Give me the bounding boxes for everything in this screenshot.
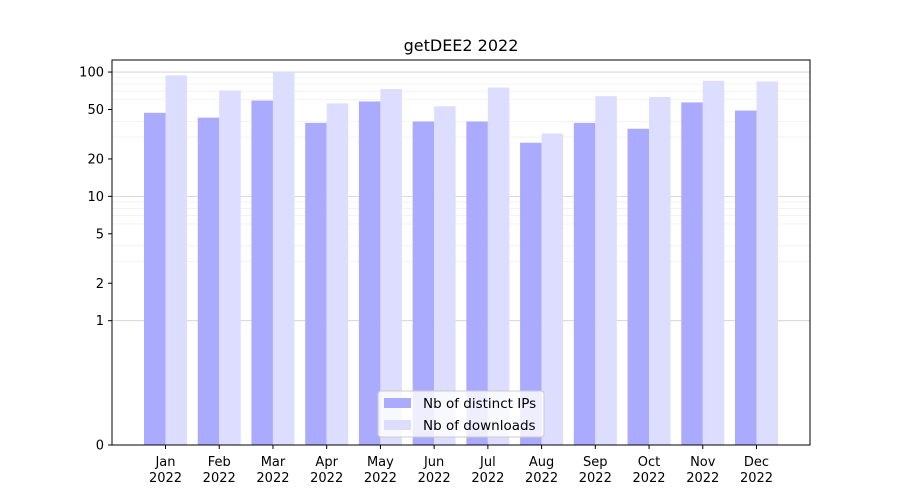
bar-distinct-ips xyxy=(144,112,166,445)
legend-label-downloads: Nb of downloads xyxy=(423,418,536,434)
legend-label-distinct-ips: Nb of distinct IPs xyxy=(423,396,536,412)
bar-distinct-ips xyxy=(197,117,220,445)
bar-downloads xyxy=(595,96,617,445)
bar-distinct-ips xyxy=(627,128,650,445)
bar-distinct-ips xyxy=(412,121,435,446)
bar-downloads xyxy=(219,90,241,446)
x-tick-label: Jan xyxy=(154,455,175,470)
bar-downloads xyxy=(326,103,349,445)
bar-downloads xyxy=(649,96,671,446)
bar-downloads xyxy=(380,89,402,445)
bar-distinct-ips xyxy=(520,142,542,446)
x-tick-label: Apr xyxy=(315,455,338,470)
bar-downloads xyxy=(702,80,725,445)
bar-distinct-ips xyxy=(735,110,757,445)
legend: Nb of distinct IPs Nb of downloads xyxy=(377,390,545,438)
x-tick-label: Jul xyxy=(479,455,496,470)
bar-distinct-ips xyxy=(573,122,596,445)
legend-swatch-downloads xyxy=(384,420,411,430)
x-tick-label: Nov xyxy=(690,455,716,470)
bar-downloads xyxy=(165,75,187,446)
x-tick-label: May xyxy=(367,455,394,470)
y-tick-label: 10 xyxy=(87,190,104,205)
x-tick-label: 2022 xyxy=(149,471,182,486)
x-tick-label: Sep xyxy=(583,455,608,470)
bar-distinct-ips xyxy=(466,121,488,446)
y-tick-label: 0 xyxy=(96,439,104,454)
x-tick-label: Mar xyxy=(261,455,286,470)
x-tick-label: 2022 xyxy=(686,471,719,486)
x-axis-ticks: Jan2022Feb2022Mar2022Apr2022May2022Jun20… xyxy=(149,445,773,486)
x-tick-label: 2022 xyxy=(525,471,558,486)
bar-downloads xyxy=(756,81,778,446)
plot-frame xyxy=(111,59,811,446)
bar-distinct-ips xyxy=(251,100,273,446)
x-tick-label: 2022 xyxy=(740,471,773,486)
y-tick-label: 2 xyxy=(96,277,104,292)
x-tick-label: 2022 xyxy=(203,471,236,486)
legend-box xyxy=(377,390,545,438)
bar-downloads xyxy=(541,133,564,445)
bar-distinct-ips xyxy=(305,122,327,445)
bar-downloads xyxy=(272,72,295,445)
y-tick-label: 50 xyxy=(87,103,104,118)
x-tick-label: Feb xyxy=(208,455,231,470)
bar-downloads xyxy=(487,87,510,445)
x-tick-label: Jun xyxy=(423,455,444,470)
y-tick-label: 1 xyxy=(96,314,104,329)
x-tick-label: 2022 xyxy=(364,471,397,486)
y-axis-ticks: 0 1 2 5 10 20 50 100 xyxy=(79,66,112,454)
x-tick-label: Dec xyxy=(744,455,769,470)
bars xyxy=(144,72,778,446)
bar-downloads xyxy=(434,106,456,446)
x-tick-label: 2022 xyxy=(418,471,451,486)
x-tick-label: 2022 xyxy=(471,471,504,486)
y-tick-label: 100 xyxy=(79,66,104,81)
legend-swatch-distinct-ips xyxy=(384,398,411,408)
bar-distinct-ips xyxy=(681,102,703,445)
chart-title: getDEE2 2022 xyxy=(404,36,519,55)
x-tick-label: 2022 xyxy=(256,471,289,486)
x-tick-label: 2022 xyxy=(579,471,612,486)
y-tick-label: 20 xyxy=(87,152,104,167)
bar-distinct-ips xyxy=(358,101,381,445)
x-tick-label: Aug xyxy=(529,455,554,470)
x-tick-label: Oct xyxy=(638,455,660,470)
y-tick-label: 5 xyxy=(96,227,104,242)
x-tick-label: 2022 xyxy=(632,471,665,486)
x-tick-label: 2022 xyxy=(310,471,343,486)
